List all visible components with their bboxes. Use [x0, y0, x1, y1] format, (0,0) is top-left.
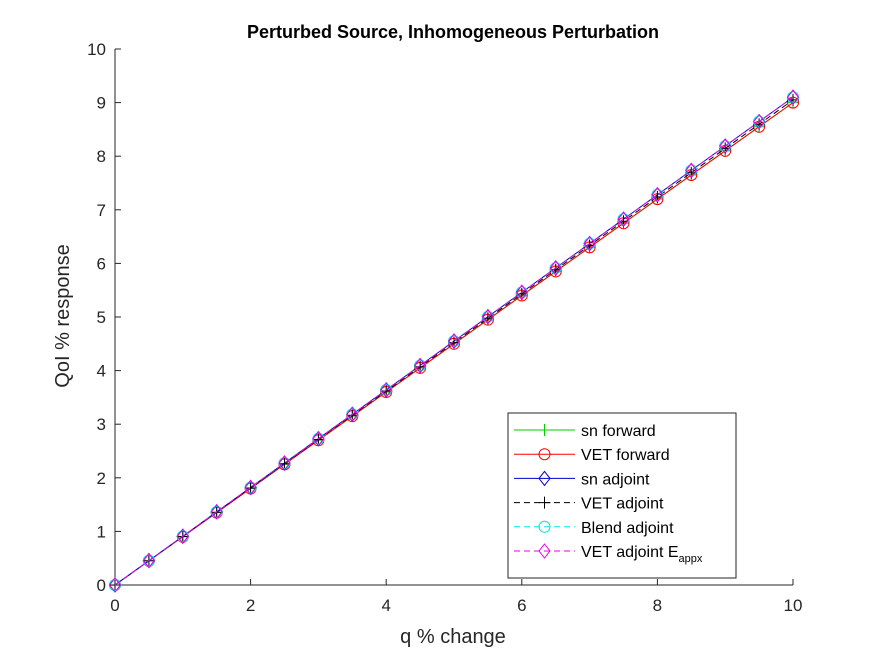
- chart-title: Perturbed Source, Inhomogeneous Perturba…: [247, 22, 659, 42]
- data-point: [481, 308, 495, 325]
- data-point: [108, 577, 122, 593]
- legend-label-text: Blend adjoint: [581, 520, 674, 537]
- y-tick-label: 1: [97, 522, 106, 541]
- legend-marker: [538, 424, 551, 436]
- x-tick-label: 10: [784, 596, 803, 615]
- legend-label: sn adjoint: [581, 471, 650, 488]
- data-point: [651, 186, 664, 203]
- data-point: [685, 162, 698, 179]
- series-line: [114, 99, 794, 586]
- x-tick-label: 0: [110, 596, 119, 615]
- legend-label-text: sn forward: [581, 423, 656, 440]
- data-point: [380, 382, 393, 398]
- plot-area: 0 2 4 6 8 10 0 1 2 3 4 5 6 7 8 9 10: [87, 40, 802, 615]
- y-tick-label: 0: [97, 576, 106, 595]
- legend-label-text: VET adjoint E: [581, 544, 679, 561]
- legend-item: VET adjoint Eappx: [514, 543, 703, 565]
- data-point: [515, 284, 528, 301]
- legend-label-text: VET adjoint: [581, 496, 664, 513]
- y-tick-label: 7: [97, 201, 106, 220]
- legend-label: VET forward: [581, 447, 670, 464]
- legend-item: sn forward: [514, 423, 656, 440]
- data-point: [278, 457, 291, 470]
- x-tick-label: 4: [381, 596, 390, 615]
- data-point: [719, 138, 732, 154]
- data-point: [278, 455, 291, 471]
- legend-label: Blend adjoint: [581, 520, 674, 537]
- legend-item: Blend adjoint: [514, 520, 674, 537]
- data-point: [244, 481, 257, 494]
- x-axis-label: q % change: [400, 626, 506, 648]
- legend-marker: [538, 520, 551, 533]
- legend-item: VET forward: [514, 447, 670, 464]
- data-point: [617, 211, 630, 227]
- series-5: [108, 89, 800, 593]
- y-axis-label: QoI % response: [52, 244, 74, 387]
- data-point: [312, 433, 325, 446]
- data-point: [346, 409, 359, 422]
- y-tick-label: 3: [97, 415, 106, 434]
- data-point: [210, 504, 223, 520]
- legend-item: sn adjoint: [514, 470, 650, 488]
- y-tick-label: 10: [87, 40, 106, 59]
- legend-label: sn forward: [581, 423, 656, 440]
- legend-label-text: VET forward: [581, 447, 670, 464]
- legend-marker: [538, 470, 551, 487]
- legend-item: VET adjoint: [514, 496, 664, 513]
- legend-marker: [538, 543, 551, 559]
- data-point: [176, 528, 189, 545]
- legend-marker: [538, 448, 551, 461]
- legend-label-text: sn adjoint: [581, 471, 650, 488]
- data-point: [583, 235, 596, 252]
- data-point: [413, 357, 427, 374]
- data-point: [786, 89, 800, 106]
- legend-marker: [538, 496, 551, 509]
- data-point: [752, 113, 766, 130]
- data-point: [346, 406, 359, 423]
- y-tick-label: 4: [97, 362, 106, 381]
- data-point: [447, 333, 461, 349]
- legend-label: VET adjoint: [581, 496, 664, 513]
- y-tick-label: 8: [97, 147, 106, 166]
- x-tick-label: 6: [517, 596, 526, 615]
- data-point: [549, 260, 562, 276]
- data-point: [312, 430, 325, 447]
- x-tick-label: 8: [653, 596, 662, 615]
- y-tick-label: 2: [97, 469, 106, 488]
- legend: sn forward VET forward sn adjoint VET adjoi…: [507, 412, 737, 579]
- x-tick-label: 2: [246, 596, 255, 615]
- data-point: [142, 552, 156, 569]
- y-tick-label: 5: [97, 308, 106, 327]
- legend-label: VET adjoint Eappx: [581, 544, 703, 565]
- y-tick-label: 6: [97, 254, 106, 273]
- y-tick-label: 9: [97, 94, 106, 113]
- data-point: [244, 479, 257, 496]
- legend-label-subscript: appx: [679, 553, 703, 565]
